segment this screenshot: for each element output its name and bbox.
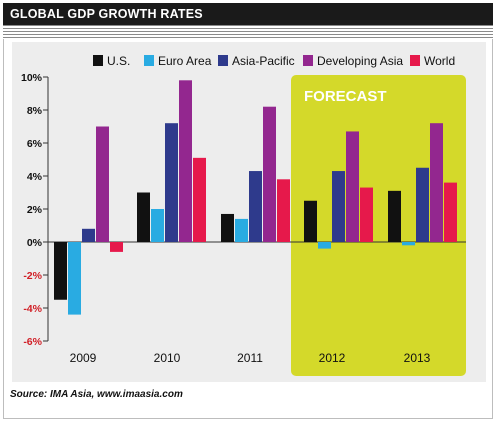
legend-swatch: [303, 55, 313, 66]
x-category-label: 2010: [154, 351, 181, 365]
bar: [82, 228, 95, 242]
x-category-label: 2011: [237, 351, 263, 365]
bar: [444, 182, 457, 242]
bar: [402, 242, 415, 246]
x-category-label: 2012: [319, 351, 346, 365]
bar: [263, 106, 276, 242]
bar: [388, 190, 401, 242]
legend-swatch: [93, 55, 103, 66]
legend-label: U.S.: [107, 54, 130, 68]
legend-swatch: [218, 55, 228, 66]
y-tick-label: 6%: [27, 138, 43, 150]
bar: [68, 242, 81, 315]
x-category-label: 2013: [404, 351, 431, 365]
y-tick-label: 8%: [27, 105, 43, 117]
bar: [179, 80, 192, 242]
bar: [430, 123, 443, 242]
y-tick-label: 0%: [27, 237, 43, 249]
legend-label: Euro Area: [158, 54, 212, 68]
forecast-label: FORECAST: [304, 88, 387, 105]
bar: [54, 242, 67, 300]
bar: [96, 126, 109, 242]
bar: [346, 131, 359, 242]
chart-title: GLOBAL GDP GROWTH RATES: [3, 3, 493, 25]
y-tick-label: -6%: [23, 336, 42, 348]
y-tick-label: 4%: [27, 171, 43, 183]
legend-swatch: [144, 55, 154, 66]
bar: [318, 242, 331, 249]
bar: [416, 167, 429, 242]
bar: [193, 157, 206, 242]
bar: [165, 123, 178, 242]
y-tick-label: -4%: [23, 303, 42, 315]
bar: [137, 192, 150, 242]
bar: [235, 218, 248, 242]
forecast-region: [291, 75, 466, 376]
legend-label: Asia-Pacific: [232, 54, 295, 68]
legend-label: Developing Asia: [317, 54, 403, 68]
bar: [277, 179, 290, 242]
decorative-stripes: [3, 25, 493, 39]
y-tick-label: -2%: [23, 270, 42, 282]
bar: [249, 171, 262, 242]
x-category-label: 2009: [70, 351, 97, 365]
bar: [332, 171, 345, 242]
legend-swatch: [410, 55, 420, 66]
bar: [304, 200, 317, 242]
source-note: Source: IMA Asia, www.imaasia.com: [10, 389, 183, 400]
y-tick-label: 10%: [21, 72, 43, 84]
bar: [221, 213, 234, 242]
bar: [360, 187, 373, 242]
bar: [151, 209, 164, 242]
bar: [110, 242, 123, 252]
legend-label: World: [424, 54, 455, 68]
y-tick-label: 2%: [27, 204, 43, 216]
